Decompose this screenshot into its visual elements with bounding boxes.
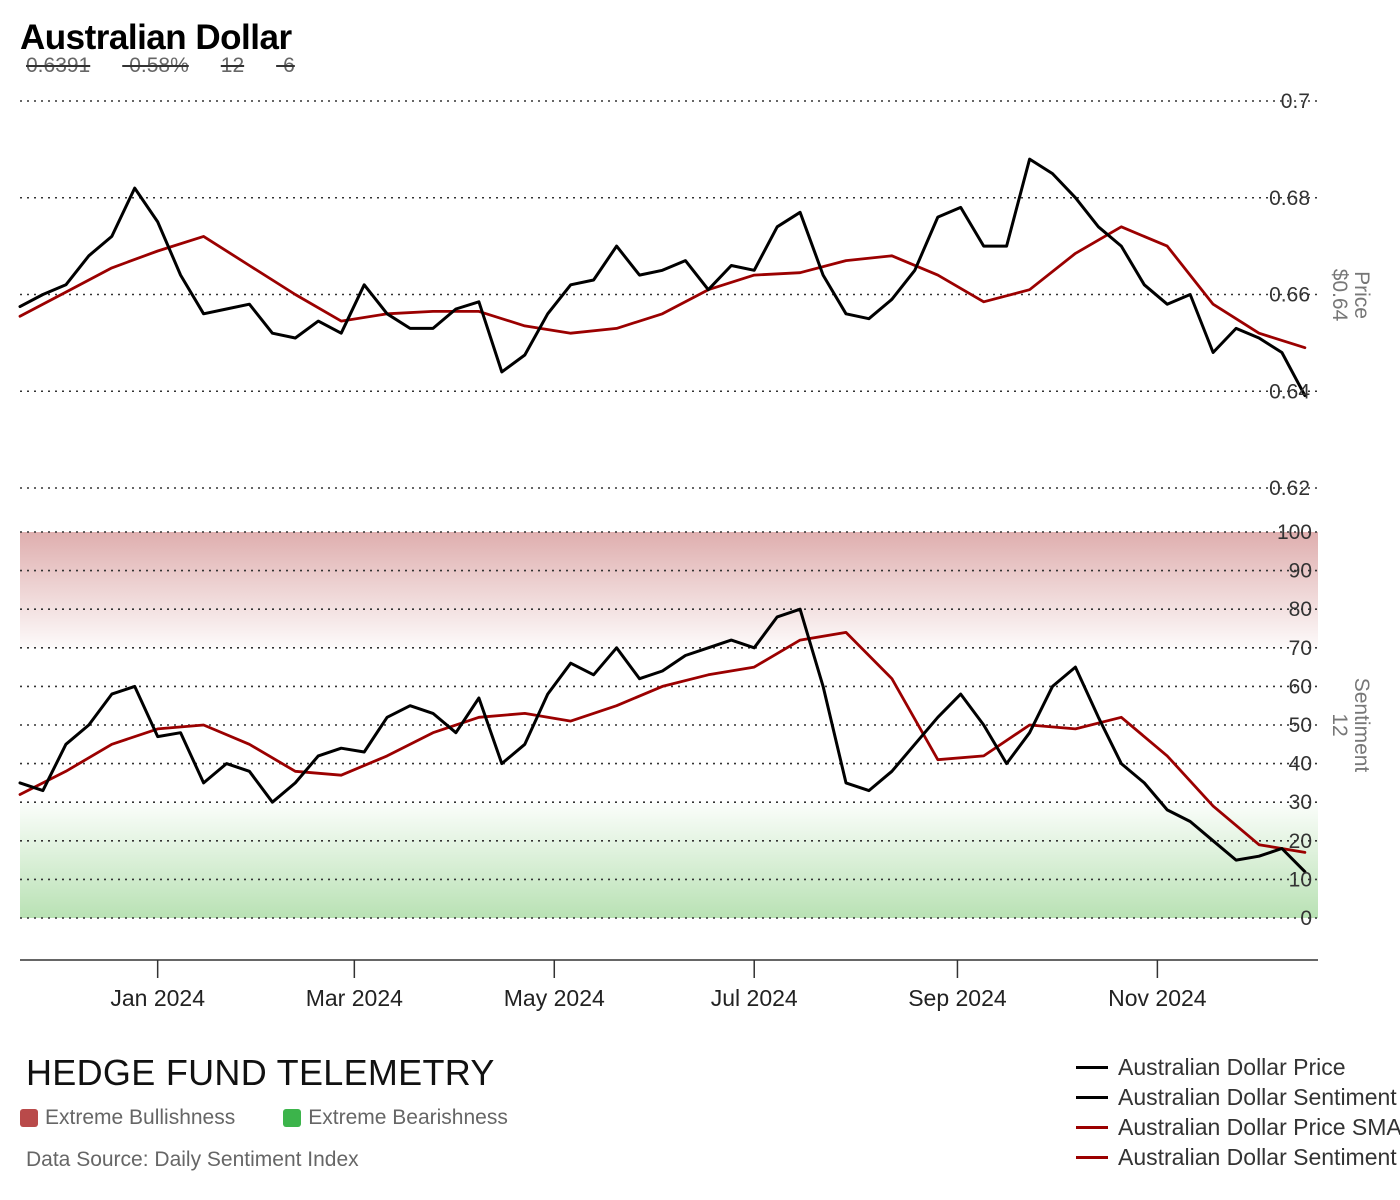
sentiment-axis-title: Sentiment	[1350, 678, 1373, 773]
series-legend: Australian Dollar Price Australian Dolla…	[1076, 1052, 1400, 1172]
sentiment-tick-label: 10	[1289, 868, 1312, 891]
price-axis-value: $0.64	[1328, 269, 1351, 322]
x-tick-label: Jul 2024	[711, 985, 798, 1011]
legend-price-label: Australian Dollar Price	[1118, 1053, 1346, 1080]
price-line	[18, 157, 1307, 398]
price-tick-label: 0.66	[1269, 284, 1310, 307]
bearish-label: Extreme Bearishness	[308, 1106, 508, 1129]
x-tick-label: Jan 2024	[110, 985, 205, 1011]
sentiment-tick-label: 40	[1289, 753, 1312, 776]
sentiment-tick-label: 100	[1277, 521, 1312, 544]
header-stats: 0.6391 -0.58% 12 -6	[26, 54, 295, 78]
bearish-swatch	[283, 1109, 302, 1127]
legend-sentiment-swatch	[1076, 1095, 1108, 1099]
sentiment-tick-label: 20	[1289, 830, 1312, 853]
sentiment-tick-label: 30	[1289, 791, 1312, 814]
legend-price[interactable]: Australian Dollar Price	[1076, 1052, 1400, 1082]
extreme-bearish-band	[20, 802, 1318, 918]
x-tick-label: Sep 2024	[908, 985, 1007, 1011]
legend-sentiment-sma-swatch	[1076, 1155, 1108, 1159]
legend-price-sma-swatch	[1076, 1125, 1108, 1129]
stat-sentiment-change: -6	[276, 54, 295, 77]
price-tick-label: 0.64	[1269, 380, 1310, 403]
price-tick-label: 0.7	[1281, 90, 1310, 113]
sentiment-tick-label: 90	[1289, 560, 1312, 583]
bullish-label: Extreme Bullishness	[45, 1106, 236, 1129]
chart-canvas: 0.62 0.64 0.66 0.68 0.7 0 10 20 30 40 50 60 70 80 90 10…	[18, 90, 1373, 1011]
extreme-bullish-band	[20, 532, 1318, 648]
x-tick-label: Nov 2024	[1108, 985, 1207, 1011]
legend-price-sma-label: Australian Dollar Price SMA	[1118, 1113, 1400, 1140]
price-tick-label: 0.68	[1269, 187, 1310, 210]
sentiment-tick-label: 80	[1289, 598, 1312, 621]
x-tick-label: Mar 2024	[306, 985, 403, 1011]
price-axis-title: Price	[1350, 271, 1373, 319]
zone-bearish: Extreme Bearishness	[283, 1106, 508, 1130]
stat-sentiment: 12	[220, 54, 245, 77]
sentiment-axis-value: 12	[1328, 713, 1351, 736]
sentiment-line	[18, 607, 1307, 874]
data-source: Data Source: Daily Sentiment Index	[26, 1148, 359, 1171]
stat-last-price: 0.6391	[26, 54, 91, 77]
legend-sentiment[interactable]: Australian Dollar Sentiment	[1076, 1082, 1400, 1112]
legend-price-sma[interactable]: Australian Dollar Price SMA	[1076, 1112, 1400, 1142]
bullish-swatch	[20, 1109, 38, 1127]
x-tick-label: May 2024	[504, 985, 605, 1011]
sentiment-sma-line	[18, 631, 1307, 854]
legend-sentiment-label: Australian Dollar Sentiment	[1118, 1083, 1397, 1110]
legend-sentiment-sma[interactable]: Australian Dollar Sentiment SMA	[1076, 1142, 1400, 1172]
stat-change: -0.58%	[122, 54, 189, 77]
legend-sentiment-sma-label: Australian Dollar Sentiment SMA	[1118, 1143, 1400, 1170]
legend-price-swatch	[1076, 1065, 1108, 1069]
price-tick-label: 0.62	[1269, 477, 1310, 500]
sentiment-tick-label: 0	[1300, 907, 1312, 930]
zone-bullish: Extreme Bullishness	[20, 1106, 235, 1130]
sentiment-tick-label: 60	[1289, 675, 1312, 698]
brand-name: HEDGE FUND TELEMETRY	[26, 1052, 495, 1093]
chart-title: Australian Dollar	[20, 18, 292, 57]
sentiment-tick-label: 50	[1289, 714, 1312, 737]
zone-legend: Extreme Bullishness Extreme Bearishness	[20, 1106, 508, 1130]
price-sma-line	[18, 225, 1307, 350]
sentiment-tick-label: 70	[1289, 637, 1312, 660]
